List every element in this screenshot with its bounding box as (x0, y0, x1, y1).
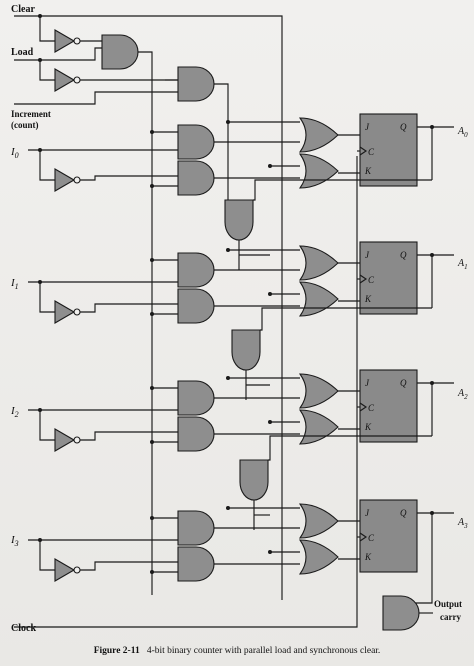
and-gate-cascade-0 (224, 199, 254, 241)
or-gate-k-2 (299, 409, 339, 445)
ff-q-label: Q (400, 508, 407, 518)
a3-label: A3 (457, 517, 468, 530)
svg-text:A0: A0 (457, 126, 468, 139)
ff-q-label: Q (400, 122, 407, 132)
load-line (14, 47, 102, 81)
jk-flipflop-1 (359, 241, 418, 315)
counter-stage-0: J CK Q (28, 113, 454, 270)
i3-label: I3 (10, 534, 19, 548)
ff-j-label: J (365, 378, 370, 388)
and-gate-cascade-1 (231, 329, 261, 371)
load-label: Load (11, 47, 34, 58)
counter-stage-3: J CK Q (28, 499, 454, 604)
counter-stage-1: J CK Q (28, 241, 454, 400)
increment-sub-label: (count) (11, 120, 39, 130)
increment-line (14, 91, 178, 105)
or-gate-j-0 (299, 117, 339, 153)
or-gate-k-0 (299, 153, 339, 189)
inverter-load (54, 68, 178, 92)
output-carry-label-2: carry (440, 612, 461, 622)
clock-line (14, 156, 358, 628)
or-gate-j-2 (299, 373, 339, 409)
counter-stage-2: J CK Q (28, 369, 454, 530)
figure-caption: Figure 2-11 4-bit binary counter with pa… (0, 646, 474, 656)
ff-q-label: Q (400, 378, 407, 388)
or-gate-j-1 (299, 245, 339, 281)
i1-label: I1 (10, 277, 19, 291)
caption-label: Figure 2-11 (93, 646, 140, 656)
ff-c-label: C (368, 403, 375, 413)
ff-j-label: J (365, 508, 370, 518)
and-gate-output-carry (382, 595, 433, 631)
caption-text: 4-bit binary counter with parallel load … (146, 646, 381, 656)
inverter-i1 (54, 300, 76, 324)
ff-k-label: K (364, 166, 372, 176)
and-gate-load-2-b (177, 416, 215, 452)
ff-j-label: J (365, 250, 370, 260)
svg-text:I2: I2 (10, 405, 19, 419)
clock-label: Clock (11, 623, 36, 634)
ff-c-label: C (368, 533, 375, 543)
ff-q-label: Q (400, 250, 407, 260)
or-gate-k-3 (299, 539, 339, 575)
i2-label: I2 (10, 405, 19, 419)
ff-k-label: K (364, 294, 372, 304)
and-gate-clear-load (101, 34, 153, 595)
jk-flipflop-3 (359, 499, 418, 573)
clear-label: Clear (11, 4, 35, 15)
and-gate-load-2-a (177, 380, 215, 416)
a1-label: A1 (457, 258, 468, 271)
or-gate-k-1 (299, 281, 339, 317)
ff-c-label: C (368, 275, 375, 285)
and-gate-load-1-b (177, 288, 215, 324)
and-gate-load-3-b (177, 546, 215, 582)
svg-text:A2: A2 (457, 388, 468, 401)
inverter-i2 (54, 428, 76, 452)
or-gate-j-3 (299, 503, 339, 539)
ff-c-label: C (368, 147, 375, 157)
clear-line (14, 14, 283, 600)
inverter-i0 (54, 168, 76, 192)
and-gate-count (165, 66, 229, 208)
a0-label: A0 (457, 126, 468, 139)
svg-text:I1: I1 (10, 277, 19, 291)
ff-j-label: J (365, 122, 370, 132)
output-carry-label-1: Output (434, 599, 462, 609)
inverter-i3 (54, 558, 76, 582)
jk-flipflop-2 (359, 369, 418, 443)
increment-label: Increment (11, 109, 51, 119)
svg-text:I3: I3 (10, 534, 19, 548)
svg-text:I0: I0 (10, 146, 19, 160)
jk-flipflop-0 (359, 113, 418, 187)
and-gate-load-0-b (177, 160, 215, 196)
svg-text:A3: A3 (457, 517, 468, 530)
a2-label: A2 (457, 388, 468, 401)
i0-label: I0 (10, 146, 19, 160)
and-gate-load-1-a (177, 252, 215, 288)
and-gate-load-3-a (177, 510, 215, 546)
svg-text:A1: A1 (457, 258, 468, 271)
ff-k-label: K (364, 422, 372, 432)
ff-k-label: K (364, 552, 372, 562)
and-gate-cascade-2 (239, 459, 269, 501)
and-gate-load-0-a (177, 124, 215, 160)
inverter-clear (54, 29, 102, 53)
